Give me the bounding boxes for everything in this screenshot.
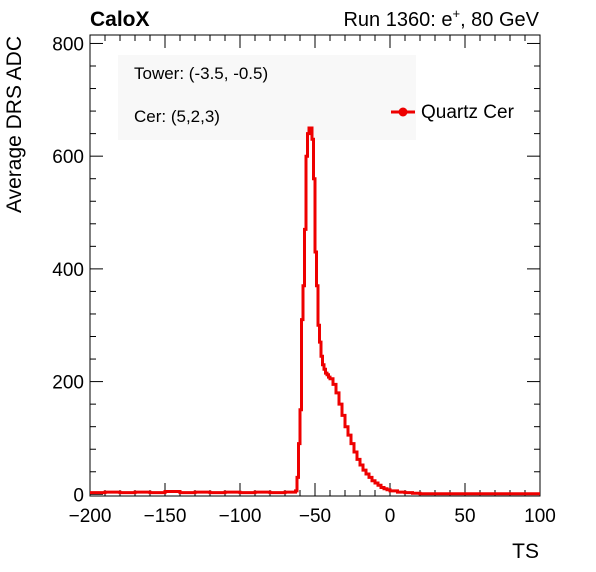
cer-annotation: Cer: (5,2,3) [134, 107, 220, 126]
x-tick-label: 50 [454, 506, 475, 527]
run-info-suffix: , 80 GeV [460, 9, 540, 31]
x-tick-label: −100 [219, 506, 262, 527]
run-info-sup: + [452, 6, 460, 21]
legend: Quartz Cer [391, 102, 515, 123]
axis-ticks [89, 35, 541, 496]
y-tick-label: 200 [52, 373, 84, 394]
axis-tick-labels: −200 −150 −100 −50 0 50 100 0 200 400 600 800 [52, 34, 556, 527]
x-tick-label: −150 [144, 506, 187, 527]
annotation-box [118, 55, 416, 140]
legend-swatch-marker [398, 107, 408, 117]
y-tick-label: 800 [52, 34, 84, 55]
y-axis-title: Average DRS ADC [3, 36, 26, 213]
legend-label: Quartz Cer [421, 102, 515, 123]
x-tick-label: −200 [69, 506, 112, 527]
series-layer [90, 126, 540, 496]
x-axis-title: TS [512, 540, 539, 563]
y-tick-label: 400 [52, 260, 84, 281]
run-info-prefix: Run 1360: e [343, 9, 452, 31]
x-tick-label: 0 [385, 506, 396, 527]
y-tick-label: 600 [52, 147, 84, 168]
run-info: Run 1360: e+, 80 GeV [343, 6, 539, 31]
y-tick-label: 0 [73, 485, 84, 506]
tower-annotation: Tower: (-3.5, -0.5) [134, 64, 268, 83]
x-tick-label: −50 [299, 506, 331, 527]
x-tick-label: 100 [524, 506, 556, 527]
series-line-quartz-cer [90, 126, 540, 496]
header-label: CaloX [90, 8, 150, 31]
